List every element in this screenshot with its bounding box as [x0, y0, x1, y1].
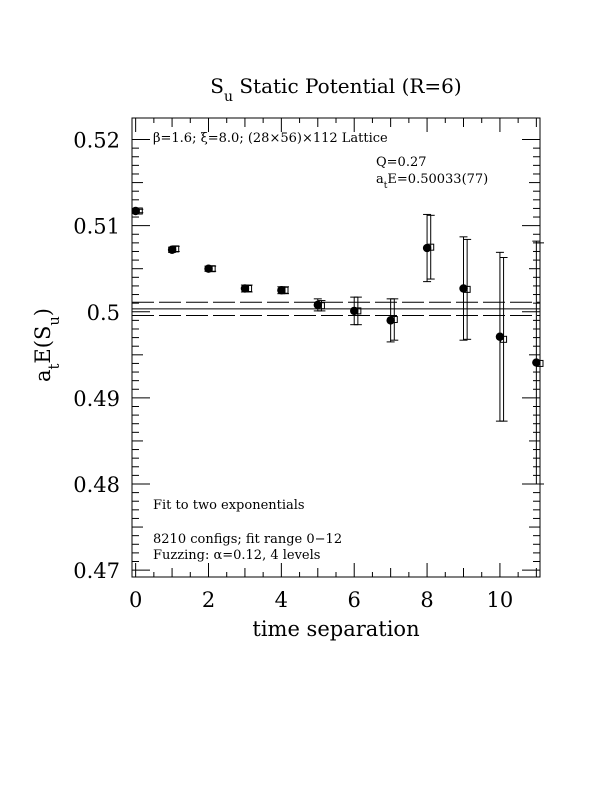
square-marker: [281, 286, 289, 294]
fit-band: [132, 301, 540, 317]
data-point: [422, 213, 432, 283]
y-tick-labels: 0.47 0.48 0.49 0.5 0.51 0.52: [73, 129, 120, 584]
square-marker: [536, 359, 544, 367]
circle-marker: [277, 286, 286, 295]
title-main: Su Static Potential (R=6): [210, 74, 461, 105]
y-tick-label: 0.47: [73, 559, 120, 583]
square-marker: [208, 265, 216, 273]
data-point: [459, 236, 468, 341]
chart-title: Su Static Potential (R=6): [210, 74, 461, 105]
lattice-note: β=1.6; ξ=8.0; (28×56)×112 Lattice: [153, 131, 388, 146]
x-tick-label: 4: [275, 588, 288, 612]
data-point: [386, 298, 395, 343]
x-tick-label: 6: [348, 588, 361, 612]
configs-note: 8210 configs; fit range 0−12: [153, 532, 342, 547]
x-axis-title: time separation: [252, 617, 419, 641]
fit-description: Fit to two exponentials: [153, 498, 305, 513]
data-point: [317, 300, 326, 312]
x-tick-label: 8: [420, 588, 433, 612]
square-marker: [500, 335, 508, 343]
data-point: [390, 298, 399, 341]
x-tick-label: 2: [202, 588, 215, 612]
y-tick-label: 0.51: [73, 215, 120, 239]
data-points: [131, 206, 544, 485]
circle-marker: [240, 284, 250, 293]
circle-marker: [422, 243, 432, 253]
x-tick-labels: 0 2 4 6 8 10: [129, 588, 513, 612]
square-marker: [245, 285, 253, 293]
data-point: [135, 207, 144, 215]
circle-marker: [313, 300, 322, 310]
fuzzing-note: Fuzzing: α=0.12, 4 levels: [153, 548, 320, 563]
square-marker: [427, 243, 435, 251]
axis-ticks: [132, 118, 540, 577]
y-tick-label: 0.48: [73, 473, 120, 497]
x-tick-label: 0: [129, 588, 142, 612]
data-point: [281, 286, 289, 295]
square-marker: [135, 207, 143, 215]
circle-marker: [532, 358, 541, 367]
square-marker: [463, 285, 471, 293]
y-tick-label: 0.52: [73, 129, 120, 153]
circle-marker: [386, 316, 395, 325]
square-marker: [354, 307, 362, 315]
data-point: [167, 245, 177, 254]
energy-note: atE=0.50033(77): [376, 172, 488, 191]
data-point: [499, 257, 508, 422]
data-point: [463, 238, 472, 340]
data-point: [350, 296, 359, 326]
y-tick-label: 0.5: [87, 301, 120, 325]
data-point: [244, 284, 253, 293]
data-point: [536, 242, 544, 485]
square-marker: [317, 302, 325, 310]
circle-marker: [167, 245, 177, 254]
data-point: [171, 245, 180, 253]
data-point: [353, 296, 362, 326]
data-point: [208, 265, 217, 273]
q-value-note: Q=0.27: [376, 155, 427, 170]
y-tick-label: 0.49: [73, 387, 120, 411]
circle-marker: [459, 284, 468, 293]
circle-marker: [350, 306, 359, 316]
x-tick-label: 10: [487, 588, 514, 612]
data-point: [426, 214, 435, 280]
y-axis-title: atE(Su): [31, 308, 63, 382]
square-marker: [172, 245, 180, 253]
square-marker: [390, 316, 398, 324]
circle-marker: [495, 332, 505, 341]
data-point: [240, 284, 250, 293]
